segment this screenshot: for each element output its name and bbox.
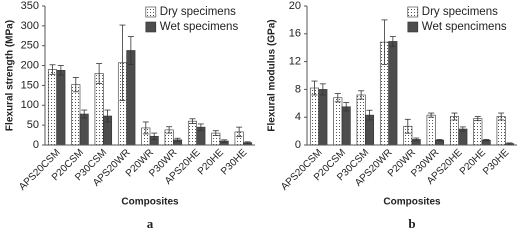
error-bar	[151, 132, 158, 140]
legend-swatch	[145, 6, 157, 18]
y-axis-label: Flexural strength (MPa)	[5, 20, 16, 131]
y-tick-label: 0	[33, 139, 39, 151]
error-bar	[244, 141, 251, 144]
bar	[318, 89, 328, 146]
bar	[94, 73, 104, 146]
bar	[56, 70, 66, 146]
legend-label: Wet specimens	[160, 21, 239, 33]
legend-swatch	[145, 21, 157, 33]
y-tick-label: 150	[21, 79, 39, 91]
error-bar	[311, 80, 318, 96]
bar	[341, 106, 351, 146]
error-bar	[413, 137, 420, 142]
y-tick-label: 4	[295, 111, 301, 123]
error-bar	[404, 118, 411, 134]
y-axis-label: Flexural modulus (GPa)	[267, 19, 278, 131]
error-bar	[366, 109, 373, 121]
error-bar	[119, 24, 126, 101]
error-bar	[104, 109, 111, 123]
y-tick-label: 50	[27, 119, 39, 131]
error-bar	[451, 112, 458, 121]
y-tick-label: 250	[21, 40, 39, 52]
error-bar	[506, 142, 513, 145]
panel-label: b	[408, 216, 415, 231]
x-tick-label: P30HE	[219, 147, 249, 177]
error-bar	[174, 137, 181, 142]
y-tick-label: 0	[295, 139, 301, 151]
bar	[71, 84, 81, 146]
error-bar	[459, 126, 466, 132]
error-bar	[81, 109, 88, 119]
error-bar	[381, 19, 388, 65]
bar	[449, 116, 459, 146]
y-tick-label: 8	[295, 83, 301, 95]
error-bar	[436, 139, 443, 142]
y-tick-label: 20	[289, 0, 301, 12]
bar	[473, 118, 483, 146]
y-tick-label: 350	[21, 0, 39, 12]
legend-swatch	[407, 6, 419, 18]
error-bar	[343, 102, 350, 112]
bar	[187, 120, 197, 146]
error-bar	[474, 116, 481, 122]
error-bar	[483, 139, 490, 142]
legend-label: Wet spencimens	[422, 21, 507, 33]
error-bar	[189, 118, 196, 124]
error-bar	[358, 90, 365, 100]
error-bar	[334, 93, 341, 103]
error-bar	[142, 121, 149, 135]
bar	[426, 114, 436, 146]
legend-label: Dry specimens	[160, 6, 236, 18]
error-bar	[221, 139, 228, 143]
error-bar	[96, 63, 103, 84]
legend-swatch	[407, 21, 419, 33]
x-axis-label: Composites	[383, 197, 441, 208]
error-bar	[72, 77, 79, 93]
bar	[388, 41, 398, 146]
x-tick-label: P30HE	[481, 147, 511, 177]
legend-label: Dry specimens	[422, 6, 498, 18]
error-bar	[389, 36, 396, 47]
error-bar	[127, 36, 134, 65]
error-bar	[166, 126, 173, 134]
bar	[356, 94, 366, 146]
bar	[333, 97, 343, 146]
y-tick-label: 16	[289, 28, 301, 40]
bar	[79, 113, 89, 146]
panel-label: a	[147, 216, 154, 231]
y-tick-label: 300	[21, 20, 39, 32]
figure: 050100150200250300350APS20CSMP20CSMP30CS…	[5, 0, 517, 231]
bar	[47, 69, 57, 146]
bar	[309, 87, 319, 146]
error-bar	[57, 65, 64, 76]
x-axis-label: Composites	[121, 197, 179, 208]
error-bar	[236, 126, 243, 138]
bar	[496, 116, 506, 146]
y-tick-label: 200	[21, 59, 39, 71]
error-bar	[49, 64, 56, 75]
error-bar	[428, 112, 435, 118]
y-tick-label: 12	[289, 56, 301, 68]
error-bar	[319, 83, 326, 96]
error-bar	[212, 130, 219, 136]
error-bar	[197, 123, 204, 131]
error-bar	[498, 112, 505, 121]
y-tick-label: 100	[21, 99, 39, 111]
